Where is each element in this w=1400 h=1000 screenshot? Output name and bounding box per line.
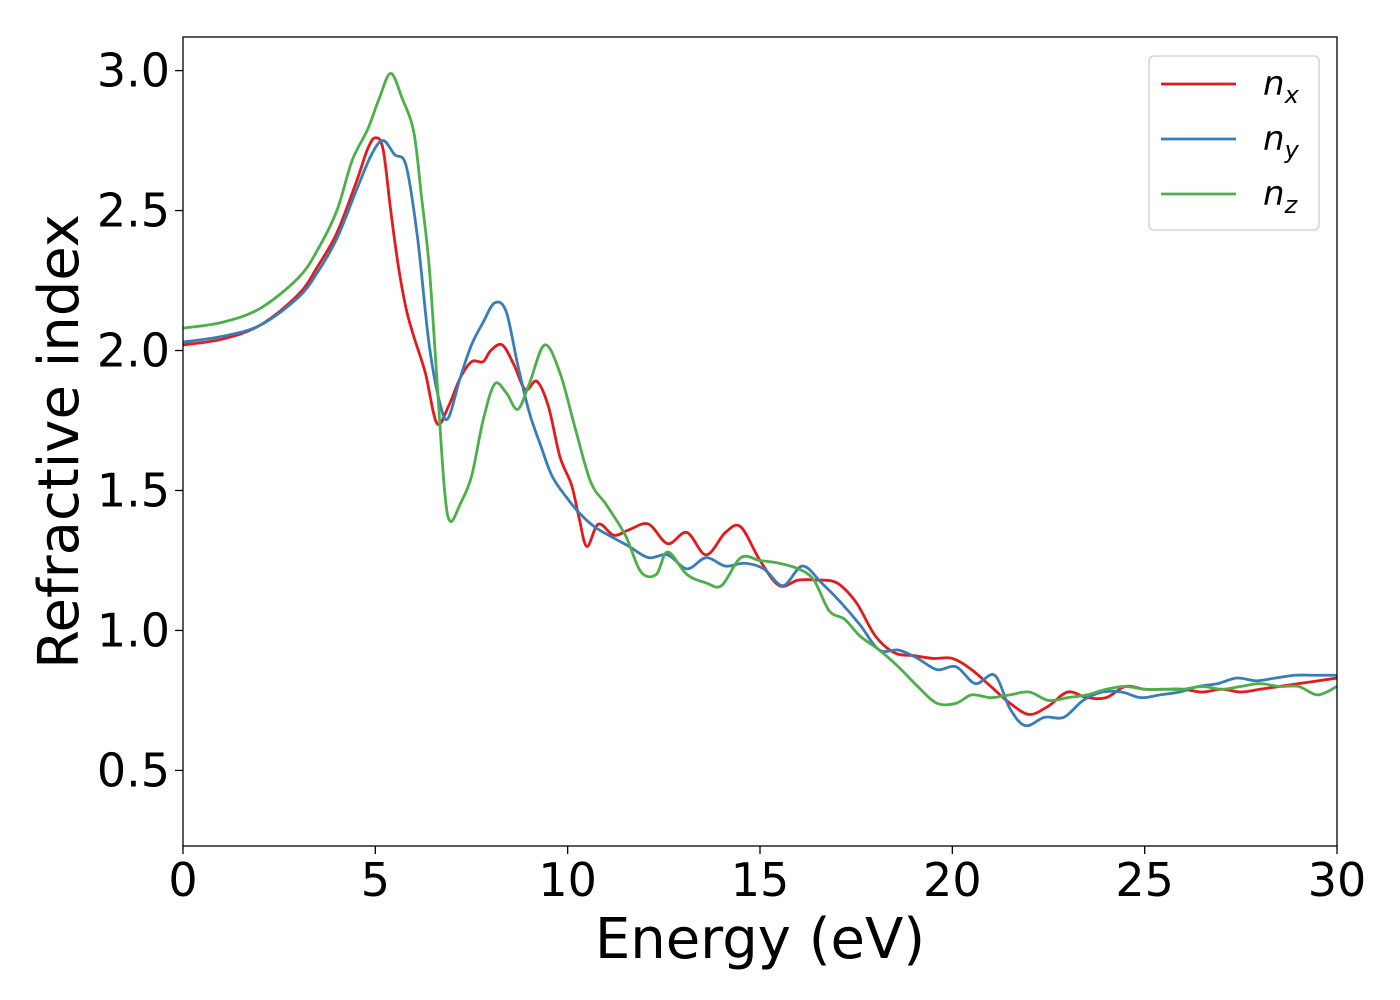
series-line-y [183,139,1337,728]
x-tick-label: 25 [1115,853,1174,907]
axes: 0 5 10 15 20 25 30 0.5 1.0 1.5 2.0 2.5 3.0 [97,36,1367,907]
x-tick-label: 20 [923,853,982,907]
y-tick-label: 2.0 [97,324,170,378]
y-axis-label: Refractive index [27,214,92,669]
x-tick-label: 10 [538,853,597,907]
legend: nx ny nz [1148,55,1320,231]
series-line-z [183,71,1337,707]
y-tick-label: 0.5 [97,743,170,797]
x-tick-label: 15 [731,853,790,907]
legend-box [1148,55,1320,231]
y-tick-label: 1.5 [97,463,170,517]
legend-label-x: nx [1263,64,1300,109]
x-axis-label: Energy (eV) [595,907,925,972]
legend-label-y: ny [1263,119,1300,164]
x-tick-label: 0 [168,853,197,907]
plot-area [183,71,1337,728]
y-tick-label: 1.0 [97,603,170,657]
x-tick-label: 5 [361,853,390,907]
y-tick-label: 3.0 [97,44,170,98]
y-tick-label: 2.5 [97,184,170,238]
x-tick-label: 30 [1308,853,1367,907]
legend-label-z: nz [1263,174,1299,219]
